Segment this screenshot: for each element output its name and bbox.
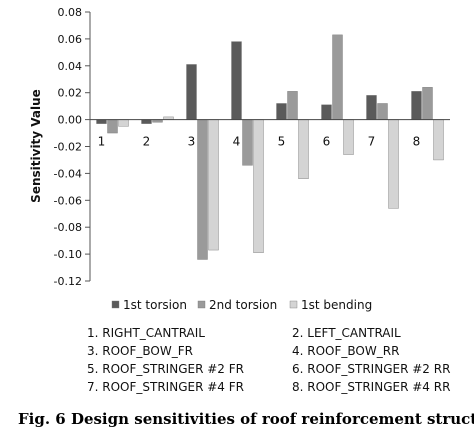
legend: 1st torsion 2nd torsion 1st bending <box>111 298 372 312</box>
x-tick-label: 5 <box>278 135 286 149</box>
y-tick-label: 0.08 <box>58 6 83 19</box>
bar-series-2-cat-1 <box>107 119 118 134</box>
annotation-item: 8. ROOF_STRINGER #4 RR <box>292 380 450 394</box>
x-tick-label: 8 <box>413 135 421 149</box>
y-tick-label: -0.12 <box>54 275 82 288</box>
legend-label: 1st torsion <box>123 298 187 312</box>
annotation-item: 4. ROOF_BOW_RR <box>292 344 399 358</box>
bar-series-1-cat-3 <box>186 64 197 120</box>
legend-swatch <box>197 300 206 309</box>
bar-series-1-cat-1 <box>96 119 107 124</box>
y-tick-label: 0.02 <box>58 87 83 100</box>
bar-series-1-cat-2 <box>141 119 152 124</box>
y-tick-label: -0.10 <box>54 248 82 261</box>
y-axis-label: Sensitivity Value <box>29 89 43 203</box>
x-tick-label: 6 <box>323 135 331 149</box>
annotation-item: 2. LEFT_CANTRAIL <box>292 326 401 340</box>
y-tick-label: -0.06 <box>54 194 82 207</box>
figure-caption: Fig. 6 Design sensitivities of roof rein… <box>18 410 474 428</box>
bar-series-3-cat-7 <box>388 119 399 209</box>
legend-label: 2nd torsion <box>209 298 277 312</box>
legend-swatch <box>289 300 298 309</box>
bar-series-3-cat-3 <box>208 119 219 251</box>
bar-series-3-cat-4 <box>253 119 264 253</box>
annotation-item: 7. ROOF_STRINGER #4 FR <box>87 380 244 394</box>
x-tick-label: 4 <box>233 135 241 149</box>
bar-series-2-cat-5 <box>287 91 298 120</box>
bars <box>96 34 444 260</box>
y-tick-label: 0.06 <box>58 33 83 46</box>
bar-series-1-cat-4 <box>231 41 242 120</box>
y-tick-label: 0.04 <box>58 60 83 73</box>
annotation-item: 5. ROOF_STRINGER #2 FR <box>87 362 244 376</box>
x-tick-label: 3 <box>188 135 196 149</box>
bar-series-1-cat-7 <box>366 95 377 120</box>
bar-series-3-cat-5 <box>298 119 309 179</box>
category-labels: 1 2 3 4 5 6 7 8 <box>98 135 421 149</box>
bar-series-2-cat-4 <box>242 119 253 166</box>
bar-series-1-cat-5 <box>276 103 287 120</box>
annotation-item: 3. ROOF_BOW_FR <box>87 344 193 358</box>
bar-series-1-cat-8 <box>411 91 422 120</box>
bar-series-3-cat-1 <box>118 119 129 127</box>
x-tick-label: 7 <box>368 135 376 149</box>
y-ticks: 0.08 0.06 0.04 0.02 0.00 -0.02 -0.04 -0.06 -0.08… <box>54 6 90 288</box>
y-tick-label: -0.02 <box>54 141 82 154</box>
bar-series-2-cat-3 <box>197 119 208 260</box>
x-tick-label: 1 <box>98 135 106 149</box>
x-tick-label: 2 <box>143 135 151 149</box>
y-tick-label: 0.00 <box>58 114 83 127</box>
legend-label: 1st bending <box>301 298 372 312</box>
annotation-list: 1. RIGHT_CANTRAIL 2. LEFT_CANTRAIL 3. ROOF… <box>87 326 450 394</box>
bar-series-2-cat-7 <box>377 103 388 120</box>
bar-series-2-cat-8 <box>422 87 433 120</box>
bar-series-2-cat-6 <box>332 34 343 120</box>
legend-swatch <box>111 300 120 309</box>
annotation-item: 1. RIGHT_CANTRAIL <box>87 326 205 340</box>
y-tick-label: -0.08 <box>54 221 82 234</box>
annotation-item: 6. ROOF_STRINGER #2 RR <box>292 362 450 376</box>
bar-series-3-cat-8 <box>433 119 444 161</box>
bar-series-3-cat-6 <box>343 119 354 155</box>
y-tick-label: -0.04 <box>54 167 82 180</box>
bar-series-1-cat-6 <box>321 104 332 120</box>
